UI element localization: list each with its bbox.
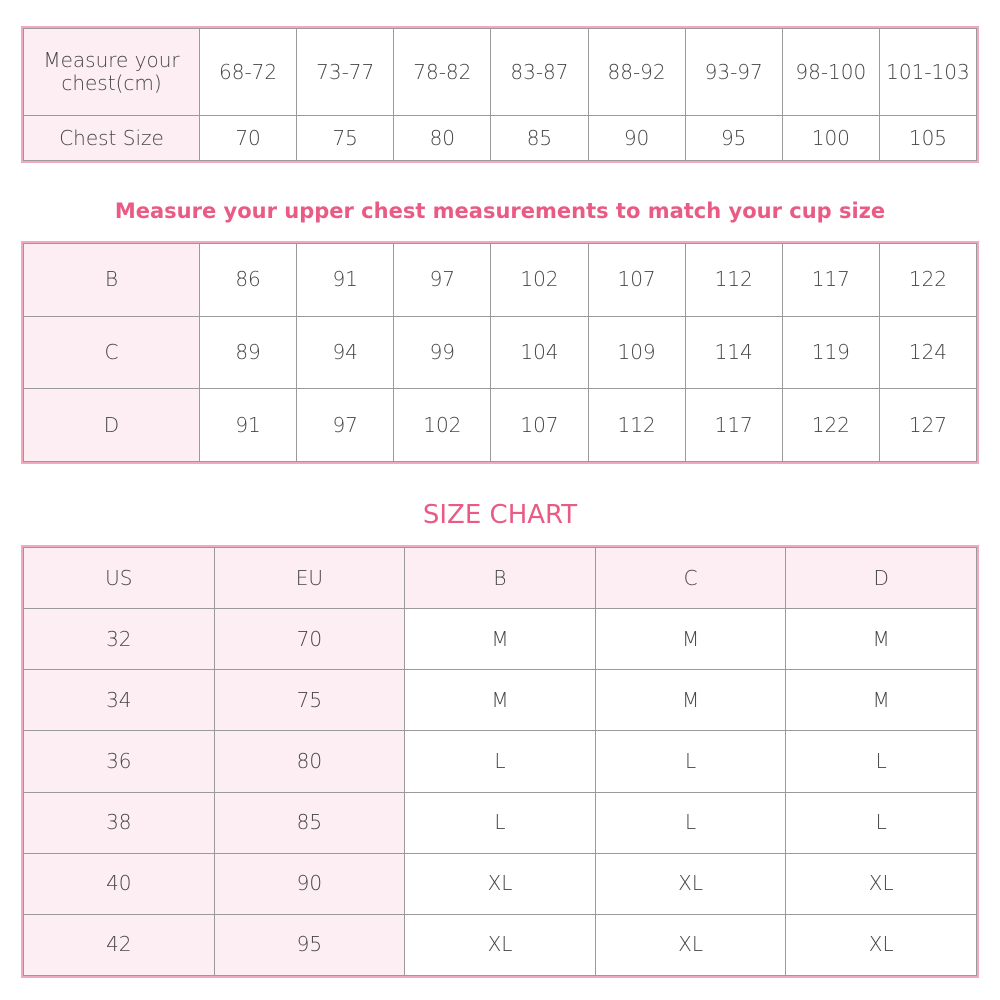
table-cell: 73-77 <box>296 27 395 117</box>
table-cell: M <box>404 669 596 732</box>
column-header: US <box>23 546 215 610</box>
row-label: D <box>23 388 200 462</box>
table-cell: 101-103 <box>878 27 978 117</box>
table-cell: L <box>594 791 787 854</box>
table-cell: 94 <box>296 315 395 390</box>
column-header: B <box>404 546 596 610</box>
table-cell: 83-87 <box>490 27 589 117</box>
table-cell: 122 <box>878 243 978 317</box>
table-cell: 114 <box>684 315 783 390</box>
table-cell: 102 <box>490 243 589 317</box>
table-cell: 68-72 <box>198 27 298 117</box>
table-row: D 91 97 102 107 112 117 122 127 <box>23 388 978 462</box>
column-header: C <box>594 546 787 610</box>
table-cell: XL <box>785 852 977 915</box>
table-cell: M <box>785 608 977 671</box>
chest-measure-table: Measure your chest(cm) 68-72 73-77 78-82 83-… <box>21 26 979 163</box>
table-cell: 97 <box>296 388 395 462</box>
column-header: EU <box>213 546 406 610</box>
table-cell: 85 <box>490 115 589 161</box>
table-row: B 86 91 97 102 107 112 117 122 <box>23 243 978 317</box>
column-header: D <box>785 546 977 610</box>
table-row: 34 75 M M M <box>23 669 977 732</box>
table-cell: 32 <box>23 608 215 671</box>
table-cell: 127 <box>878 388 978 462</box>
size-chart-table: US EU B C D 32 70 M M M 34 75 M M M 36 80 L L L 38 85 L L L 40 90 X… <box>21 545 979 978</box>
table-cell: XL <box>404 852 596 915</box>
table-cell: 36 <box>23 730 215 793</box>
table-row: 36 80 L L L <box>23 730 977 793</box>
cup-size-table: B 86 91 97 102 107 112 117 122 C 89 94 99 104 109 114 11… <box>21 241 979 464</box>
table-row: 32 70 M M M <box>23 608 977 671</box>
table-cell: 86 <box>198 243 298 317</box>
table-cell: 124 <box>878 315 978 390</box>
table-cell: 104 <box>490 315 589 390</box>
table-cell: 90 <box>213 852 406 915</box>
table-cell: M <box>785 669 977 732</box>
table-cell: L <box>594 730 787 793</box>
table-row: 40 90 XL XL XL <box>23 852 977 915</box>
table-cell: 117 <box>781 243 880 317</box>
row-label: C <box>23 315 200 390</box>
table-cell: 112 <box>587 388 686 462</box>
table-cell: 112 <box>684 243 783 317</box>
table-cell: 42 <box>23 913 215 977</box>
row-label: Measure your chest(cm) <box>23 27 200 117</box>
table-cell: 38 <box>23 791 215 854</box>
table-cell: XL <box>785 913 977 977</box>
table-cell: 97 <box>393 243 492 317</box>
table-cell: 80 <box>213 730 406 793</box>
table-cell: 100 <box>781 115 880 161</box>
table-cell: L <box>404 791 596 854</box>
table-cell: 80 <box>393 115 492 161</box>
table-cell: 107 <box>587 243 686 317</box>
table-cell: 95 <box>684 115 783 161</box>
table-cell: 89 <box>198 315 298 390</box>
table-cell: 90 <box>587 115 686 161</box>
table-cell: 102 <box>393 388 492 462</box>
table-cell: L <box>404 730 596 793</box>
table-cell: L <box>785 791 977 854</box>
row-label: Chest Size <box>23 115 200 161</box>
table-cell: 107 <box>490 388 589 462</box>
table-cell: XL <box>404 913 596 977</box>
table-cell: 93-97 <box>684 27 783 117</box>
table-cell: 91 <box>198 388 298 462</box>
cup-size-title: Measure your upper chest measurements to… <box>114 199 886 223</box>
table-cell: 75 <box>213 669 406 732</box>
table-cell: L <box>785 730 977 793</box>
row-label: B <box>23 243 200 317</box>
table-cell: 117 <box>684 388 783 462</box>
table-cell: M <box>594 669 787 732</box>
table-cell: M <box>594 608 787 671</box>
table-cell: 34 <box>23 669 215 732</box>
table-cell: 105 <box>878 115 978 161</box>
table-row: Measure your chest(cm) 68-72 73-77 78-82 83-… <box>23 27 978 117</box>
table-cell: 75 <box>296 115 395 161</box>
table-cell: 98-100 <box>781 27 880 117</box>
table-cell: XL <box>594 913 787 977</box>
table-cell: XL <box>594 852 787 915</box>
table-cell: 99 <box>393 315 492 390</box>
table-cell: 109 <box>587 315 686 390</box>
table-row: 42 95 XL XL XL <box>23 913 977 977</box>
size-chart-title: SIZE CHART <box>422 500 578 530</box>
table-cell: 88-92 <box>587 27 686 117</box>
table-cell: 122 <box>781 388 880 462</box>
table-cell: 95 <box>213 913 406 977</box>
table-cell: 70 <box>198 115 298 161</box>
table-cell: 85 <box>213 791 406 854</box>
table-cell: 70 <box>213 608 406 671</box>
table-row: 38 85 L L L <box>23 791 977 854</box>
table-cell: 40 <box>23 852 215 915</box>
table-cell: 119 <box>781 315 880 390</box>
table-row: Chest Size 70 75 80 85 90 95 100 105 <box>23 115 978 161</box>
table-cell: 91 <box>296 243 395 317</box>
table-cell: M <box>404 608 596 671</box>
table-cell: 78-82 <box>393 27 492 117</box>
table-row: C 89 94 99 104 109 114 119 124 <box>23 315 978 390</box>
header-row: US EU B C D <box>23 546 977 610</box>
